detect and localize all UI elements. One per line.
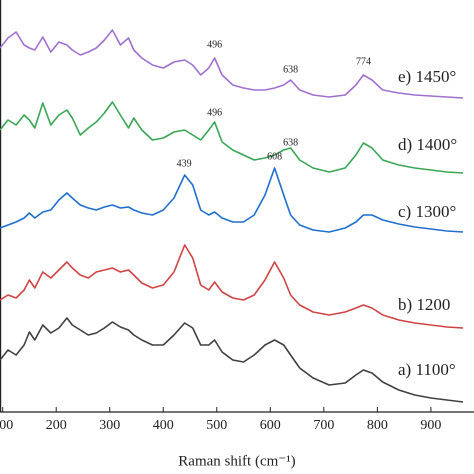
peak-annotation: 608 — [267, 151, 282, 162]
peak-annotation: 774 — [356, 56, 371, 67]
x-tick-label: 900 — [420, 418, 441, 433]
x-tick-label: 700 — [313, 418, 334, 433]
x-tick-label: 600 — [260, 418, 281, 433]
series-label: e) 1450° — [398, 67, 456, 86]
spectrum-line — [0, 101, 464, 174]
x-tick-label: 500 — [206, 418, 227, 433]
spectrum-line — [0, 29, 464, 99]
peak-annotation: 638 — [283, 64, 298, 75]
spectrum-line — [0, 317, 464, 403]
spectrum-line — [0, 244, 464, 329]
series-label: b) 1200 — [398, 295, 450, 314]
x-tick-label: 100 — [0, 418, 13, 433]
peak-annotation: 496 — [207, 39, 222, 50]
series-label: d) 1400° — [398, 135, 457, 154]
series-label: c) 1300° — [398, 202, 456, 221]
x-tick-label: 200 — [46, 418, 67, 433]
peak-annotation: 439 — [177, 158, 192, 169]
x-tick-label: 300 — [99, 418, 120, 433]
x-tick-label: 400 — [153, 418, 174, 433]
series-label: a) 1100° — [398, 360, 456, 379]
peak-annotation: 496 — [207, 107, 222, 118]
x-tick-label: 800 — [367, 418, 388, 433]
x-axis-label: Raman shift (cm⁻¹) — [178, 453, 295, 469]
peak-annotation: 638 — [283, 137, 298, 148]
spectrum-line — [0, 167, 464, 233]
